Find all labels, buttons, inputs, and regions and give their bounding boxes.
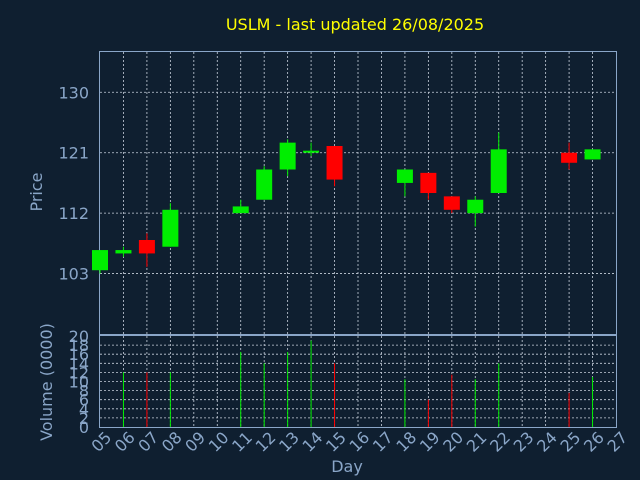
volume-tick-label: 4 bbox=[79, 400, 89, 419]
candle-body bbox=[467, 199, 484, 214]
volume-tick-label: 8 bbox=[79, 382, 89, 401]
volume-tick-label: 10 bbox=[69, 373, 89, 392]
chart-title: USLM - last updated 26/08/2025 bbox=[226, 15, 484, 34]
candle-body bbox=[138, 240, 155, 254]
candle-body bbox=[232, 206, 249, 214]
volume-tick-label: 0 bbox=[79, 418, 89, 437]
candle-body bbox=[162, 209, 179, 247]
candle-body bbox=[115, 250, 132, 254]
price-tick-label: 112 bbox=[58, 204, 89, 223]
volume-tick-label: 12 bbox=[69, 363, 89, 382]
price-tick-label: 121 bbox=[58, 144, 89, 163]
volume-tick-label: 16 bbox=[69, 345, 89, 364]
candle-body bbox=[584, 149, 601, 160]
candle-body bbox=[443, 196, 460, 210]
candle-body bbox=[561, 152, 578, 163]
volume-tick-label: 2 bbox=[79, 409, 89, 428]
x-tick-label: 27 bbox=[603, 428, 631, 456]
price-axis-label: Price bbox=[27, 172, 46, 211]
volume-tick-label: 6 bbox=[79, 391, 89, 410]
volume-tick-label: 20 bbox=[69, 327, 89, 346]
volume-tick-label: 14 bbox=[69, 354, 89, 373]
candle-body bbox=[326, 146, 343, 180]
price-panel-frame bbox=[99, 51, 617, 335]
x-axis-label: Day bbox=[331, 457, 363, 476]
tick-labels: 0506070809101112131415161718192021222324… bbox=[58, 83, 631, 455]
candle-body bbox=[279, 142, 296, 170]
price-tick-label: 103 bbox=[58, 265, 89, 284]
candles bbox=[92, 132, 601, 274]
candle-body bbox=[256, 169, 273, 200]
candle-body bbox=[420, 172, 437, 193]
candle-body bbox=[490, 149, 507, 193]
candle-body bbox=[396, 169, 413, 183]
candle-body bbox=[303, 150, 320, 153]
price-tick-label: 130 bbox=[58, 83, 89, 102]
volume-axis-label: Volume (0000) bbox=[37, 323, 56, 441]
volume-bars bbox=[122, 340, 594, 427]
candle-body bbox=[92, 250, 108, 271]
volume-tick-label: 18 bbox=[69, 336, 89, 355]
volume-panel-frame bbox=[99, 335, 617, 428]
